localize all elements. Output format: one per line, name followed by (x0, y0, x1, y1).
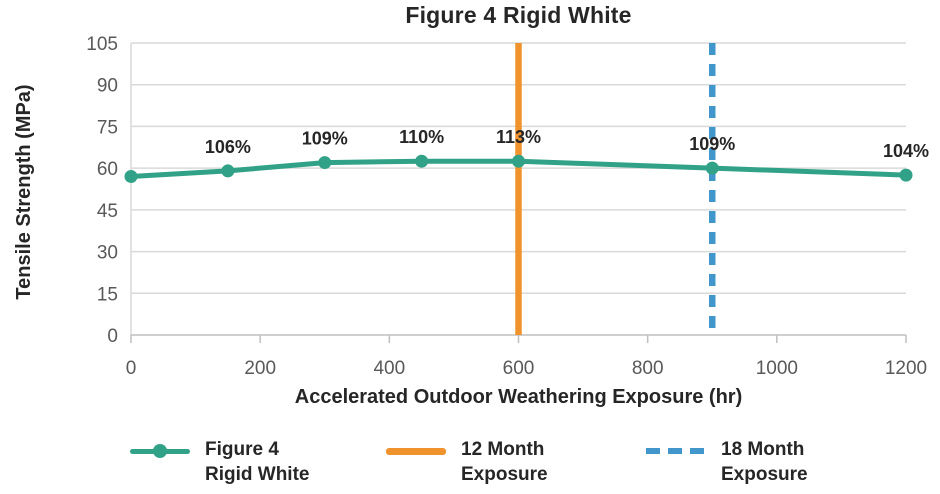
data-point-label: 104% (883, 141, 929, 161)
x-tick-label: 600 (503, 358, 535, 379)
data-point-marker (221, 164, 235, 178)
y-tick-label: 15 (97, 284, 118, 305)
legend-item-12-month: 12 Month Exposure (386, 437, 548, 487)
x-tick-label: 1000 (756, 358, 798, 379)
data-point-label: 106% (205, 137, 251, 157)
x-tick-label: 1200 (885, 358, 927, 379)
data-point-marker (899, 168, 913, 182)
data-point-marker (124, 169, 138, 183)
x-tick-label: 400 (373, 358, 405, 379)
legend-item-18-month: 18 Month Exposure (646, 437, 808, 487)
data-point-label: 110% (399, 127, 444, 147)
chart-title: Figure 4 Rigid White (405, 2, 632, 28)
legend: Figure 4 Rigid White 12 Month Exposure 1… (0, 437, 940, 494)
legend-item-series: Figure 4 Rigid White (130, 437, 309, 487)
data-point-marker (318, 156, 332, 170)
y-tick-label: 30 (97, 243, 118, 264)
y-tick-label: 75 (97, 117, 118, 138)
solid-line-swatch (386, 437, 446, 487)
x-tick-label: 0 (126, 358, 137, 379)
data-point-label: 109% (689, 134, 735, 154)
legend-marker-dot-icon (153, 444, 167, 458)
x-tick-label: 800 (632, 358, 664, 379)
legend-label-18-month: 18 Month Exposure (721, 437, 808, 487)
legend-label-line: Figure 4 (205, 439, 279, 460)
legend-label-line: Exposure (461, 464, 548, 485)
data-point-label: 109% (302, 129, 348, 149)
y-tick-label: 0 (107, 326, 118, 347)
dashed-line-swatch (646, 437, 706, 487)
legend-label-line: Exposure (721, 464, 808, 485)
plot-area: 0 15 30 45 60 75 90 105 0 200 400 600 800 1000 1200 106… (86, 34, 929, 379)
y-tick-label: 60 (97, 159, 118, 180)
data-point-marker (415, 154, 429, 168)
legend-solid-line-icon (386, 448, 446, 455)
y-tick-label: 45 (97, 201, 118, 222)
legend-label-line: Rigid White (205, 464, 310, 485)
data-point-label: 113% (496, 127, 541, 147)
legend-label-line: 18 Month (721, 439, 805, 460)
y-tick-label: 105 (86, 34, 118, 55)
x-tick-label: 200 (244, 358, 276, 379)
legend-label-series: Figure 4 Rigid White (205, 437, 309, 487)
legend-label-12-month: 12 Month Exposure (461, 437, 548, 487)
legend-dashed-line-icon (646, 448, 706, 454)
x-axis-title: Accelerated Outdoor Weathering Exposure … (294, 386, 743, 408)
legend-label-line: 12 Month (461, 439, 545, 460)
data-point-marker (705, 161, 719, 175)
data-point-marker (512, 154, 525, 168)
series-line-swatch (130, 437, 190, 487)
y-tick-label: 90 (97, 76, 118, 97)
